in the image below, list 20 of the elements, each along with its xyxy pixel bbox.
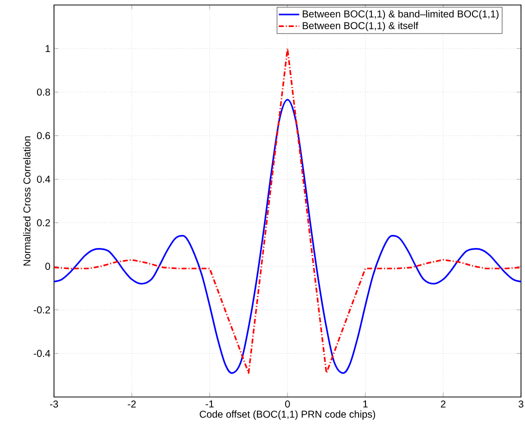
x-axis-title: Code offset (BOC(1,1) PRN code chips) — [200, 410, 376, 420]
y-tick-label: -0.4 — [34, 350, 50, 357]
y-tick-label: 0.2 — [37, 219, 50, 226]
x-tick-label: -2 — [128, 400, 136, 408]
x-tick-label: 0 — [285, 400, 290, 408]
legend-label: Between BOC(1,1) & band–limited BOC(1,1) — [302, 10, 498, 20]
y-tick-label: 0 — [45, 262, 50, 270]
y-tick-label: 0.6 — [37, 132, 50, 140]
x-tick-label: -1 — [206, 400, 214, 408]
y-axis-title: Normalized Cross Correlation — [23, 136, 30, 266]
x-tick-label: 1 — [363, 400, 368, 408]
x-tick-label: 2 — [440, 400, 446, 408]
legend-label: Between BOC(1,1) & itself — [302, 22, 418, 32]
y-tick-label: -0.2 — [34, 306, 50, 314]
x-tick-label: 3 — [518, 400, 524, 408]
x-tick-label: -3 — [50, 400, 58, 408]
y-tick-label: 1 — [46, 45, 50, 52]
y-tick-label: 0.8 — [37, 88, 50, 96]
y-tick-label: 0.4 — [37, 176, 50, 183]
line-series — [54, 98, 522, 374]
